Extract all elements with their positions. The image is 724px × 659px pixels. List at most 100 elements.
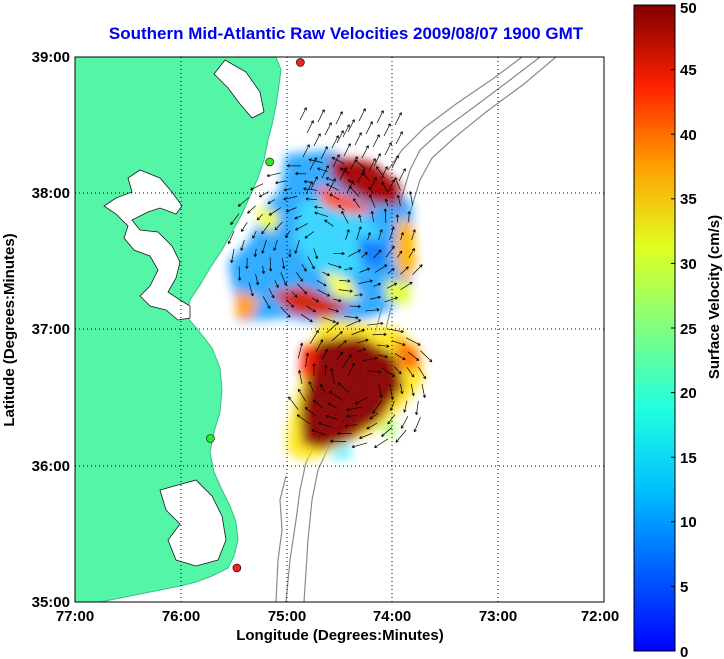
velocity-arrow <box>331 135 339 149</box>
y-tick-label: 39:00 <box>32 49 70 66</box>
velocity-arrow <box>372 400 382 414</box>
velocity-arrow <box>325 183 339 191</box>
velocity-arrow <box>338 289 353 293</box>
velocity-arrow <box>381 181 388 192</box>
velocity-arrow <box>300 313 313 323</box>
colorbar-tick-label: 25 <box>680 321 697 338</box>
velocity-arrow <box>324 122 332 136</box>
velocity-arrow <box>275 180 287 185</box>
colorbar-tick-label: 10 <box>680 514 697 531</box>
velocity-arrow <box>369 194 376 208</box>
y-axis-label: Latitude (Degrees:Minutes) <box>1 233 18 426</box>
velocity-arrow <box>324 219 334 227</box>
velocity-arrow <box>329 193 340 200</box>
velocity-arrow <box>305 181 313 195</box>
velocity-arrow <box>400 232 404 241</box>
velocity-arrow <box>373 153 381 167</box>
velocity-arrow <box>311 429 327 436</box>
velocity-arrow <box>406 367 415 378</box>
velocity-arrow <box>250 183 264 191</box>
velocity-arrow <box>415 401 419 416</box>
velocity-arrow <box>321 348 328 361</box>
velocity-arrow <box>337 431 352 436</box>
velocity-arrow <box>345 229 350 241</box>
velocity-arrow <box>307 256 315 270</box>
velocity-arrow <box>330 368 335 385</box>
velocity-arrow <box>383 208 387 223</box>
velocity-arrow <box>342 124 350 138</box>
y-tick-label: 37:00 <box>32 321 70 338</box>
velocity-arrow <box>400 383 404 395</box>
velocity-arrow <box>295 223 308 231</box>
velocity-arrow <box>384 142 392 156</box>
velocity-arrow <box>304 407 317 417</box>
velocity-arrow <box>245 257 249 269</box>
velocity-arrow <box>301 264 307 272</box>
velocity-arrow <box>387 179 395 193</box>
radar-stations <box>206 58 305 573</box>
velocity-arrow <box>303 180 312 184</box>
velocity-arrow <box>325 414 338 420</box>
velocity-arrow <box>381 367 396 377</box>
colorbar-tick-label: 40 <box>680 127 697 144</box>
velocity-arrow <box>339 167 347 181</box>
velocity-arrow <box>295 171 307 176</box>
y-tick-label: 35:00 <box>32 594 70 611</box>
velocity-arrow <box>359 432 373 440</box>
velocity-arrow <box>247 205 256 214</box>
velocity-arrow <box>400 281 413 291</box>
velocity-arrow <box>299 107 307 121</box>
velocity-arrow <box>285 207 297 213</box>
colorbar-tick-label: 45 <box>680 62 697 79</box>
velocity-arrow <box>397 250 403 258</box>
x-tick-label: 75:00 <box>268 608 306 625</box>
velocity-arrow <box>252 230 257 239</box>
velocity-arrow <box>248 282 254 297</box>
velocity-arrow <box>325 177 334 182</box>
delaware-bay <box>213 59 265 119</box>
chart-title: Southern Mid-Atlantic Raw Velocities 200… <box>109 24 584 43</box>
velocity-arrow <box>294 215 303 220</box>
velocity-arrow <box>365 121 373 135</box>
colorbar: 0 5 10 15 20 25 30 35 40 45 50 Surface V… <box>633 0 723 659</box>
velocity-arrow <box>410 383 415 396</box>
velocity-arrow <box>314 205 323 209</box>
velocity-arrow <box>304 231 314 239</box>
velocity-arrow <box>395 131 403 145</box>
velocity-arrow <box>285 298 295 308</box>
velocity-arrow <box>261 239 267 254</box>
velocity-arrow <box>387 268 395 274</box>
velocity-arrow <box>269 257 273 272</box>
velocity-arrow <box>288 249 292 258</box>
velocity-arrow <box>407 351 420 361</box>
velocity-arrow <box>398 168 406 182</box>
velocity-arrow <box>346 406 363 412</box>
velocity-arrow <box>327 263 342 269</box>
velocity-arrow <box>408 248 415 258</box>
radar-station-marker <box>206 434 215 443</box>
x-tick-label: 76:00 <box>162 608 200 625</box>
velocity-arrow <box>346 414 357 418</box>
x-tick-label: 74:00 <box>373 608 411 625</box>
colorbar-tick-label: 0 <box>680 644 688 659</box>
velocity-arrow <box>317 289 331 297</box>
velocity-arrow <box>380 166 388 180</box>
velocity-arrow <box>344 424 357 428</box>
velocity-arrow <box>322 271 330 276</box>
velocity-arrow <box>291 291 298 298</box>
velocity-arrow <box>298 370 303 385</box>
velocity-arrow <box>240 239 245 251</box>
velocity-arrow <box>327 402 338 409</box>
velocity-arrow <box>285 230 291 238</box>
velocity-arrow <box>354 397 368 405</box>
velocity-arrow <box>356 226 362 241</box>
colorbar-label: Surface Velocity (cm/s) <box>706 215 723 379</box>
velocity-arrow <box>378 383 383 398</box>
velocity-arrow <box>274 280 279 288</box>
velocity-arrow <box>367 370 382 374</box>
velocity-arrow <box>335 111 343 125</box>
velocity-arrow <box>320 146 328 160</box>
velocity-arrow <box>353 198 360 208</box>
land-mass <box>75 57 282 602</box>
velocity-arrow <box>369 295 381 300</box>
